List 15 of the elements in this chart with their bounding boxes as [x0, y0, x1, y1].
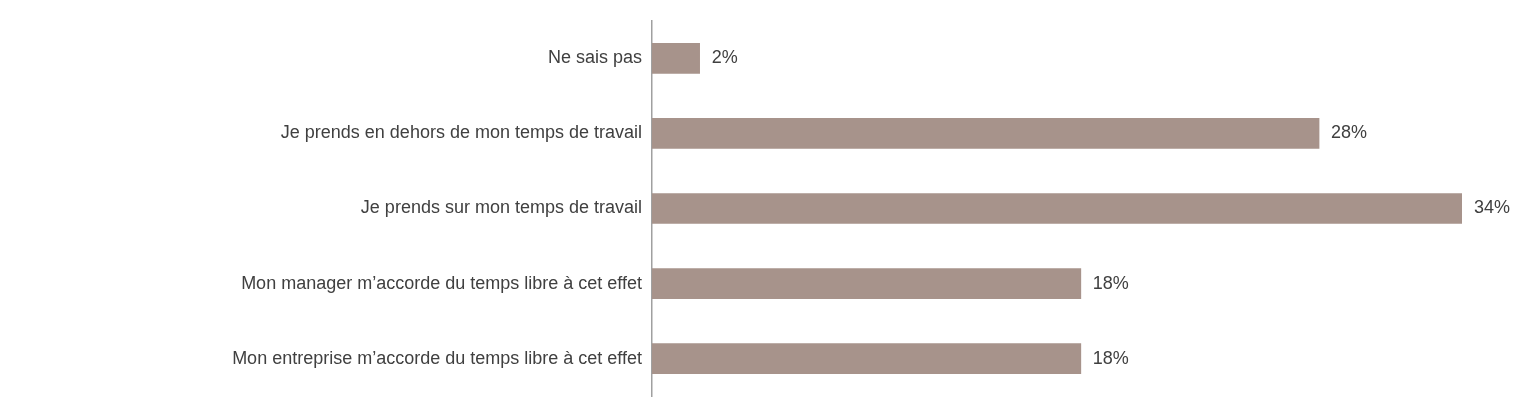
bar — [652, 118, 1320, 149]
bar — [652, 268, 1082, 299]
data-label: 2% — [711, 47, 738, 68]
bar — [652, 43, 700, 74]
y-tick-label: Ne sais pas — [547, 47, 642, 68]
y-tick-label: Je prends en dehors de mon temps de travail — [280, 122, 642, 143]
data-label: 18% — [1092, 347, 1129, 368]
data-label: 34% — [1474, 197, 1511, 218]
bar — [652, 193, 1462, 224]
y-tick-label: Mon entreprise m’accorde du temps libre à cet effet — [232, 347, 642, 368]
bar — [652, 343, 1082, 374]
y-tick-label: Je prends sur mon temps de travail — [360, 197, 642, 218]
data-label: 18% — [1092, 272, 1129, 293]
data-label: 28% — [1331, 122, 1368, 143]
y-tick-label: Mon manager m’accorde du temps libre à cet effet — [241, 272, 642, 293]
